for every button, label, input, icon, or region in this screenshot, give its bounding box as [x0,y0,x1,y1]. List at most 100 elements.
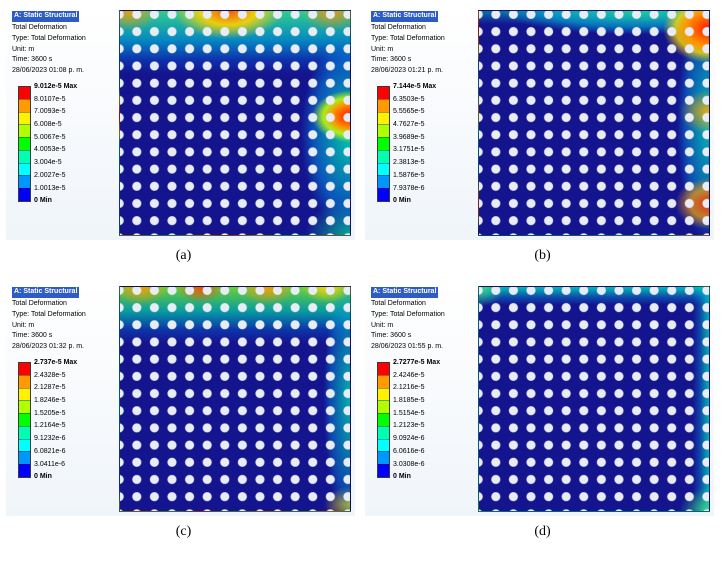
color-legend: 2.7277e-5 Max 2.4246e-5 2.1216e-5 1.8185e-5… [377,359,440,484]
result-name: Total Deformation [371,23,426,31]
color-legend: 7.144e-5 Max 6.3503e-5 5.5565e-5 4.7627e-5 3… [377,83,436,208]
analysis-title: A: Static Structural [371,11,439,22]
result-time: Time: 3600 s [371,332,412,340]
legend-min-label: 0 Min [34,473,52,481]
result-time: Time: 3600 s [12,332,53,340]
legend-value-label: 3.9689e-5 [393,133,425,141]
legend-color-band [19,425,30,439]
result-unit: Unit: m [12,321,35,329]
legend-value-label: 5.5565e-5 [393,108,425,116]
subfigure-caption: (a) [175,248,192,263]
legend-value-label: 9.1232e-6 [34,435,66,443]
legend-value-label: 7.0093e-5 [34,108,66,116]
legend-value-labels: 9.012e-5 Max 8.0107e-5 7.0093e-5 6.008e-5 5.… [34,81,77,208]
legend-value-label: 8.0107e-5 [34,95,66,103]
legend-color-band [19,149,30,163]
legend-color-band [378,464,389,478]
legend-value-label: 6.008e-5 [34,121,62,129]
legend-color-band [19,98,30,112]
deformation-contour-plot [478,286,710,512]
legend-color-band [378,124,389,138]
result-type: Type: Total Deformation [12,34,86,42]
legend-value-label: 3.1751e-5 [393,146,425,154]
legend-color-bar [377,86,390,202]
subfigure-caption: (d) [534,524,551,539]
analysis-title: A: Static Structural [12,11,80,22]
legend-value-label: 3.0411e-6 [34,460,66,468]
legend-value-label: 1.5205e-5 [34,409,66,417]
result-info-block: A: Static Structural Total Deformation T… [12,287,86,353]
legend-value-label: 1.2123e-5 [393,422,425,430]
legend-value-labels: 2.737e-5 Max 2.4328e-5 2.1287e-5 1.8246e-5 1… [34,357,77,484]
deformation-contour-plot [478,10,710,236]
result-type: Type: Total Deformation [12,310,86,318]
legend-min-label: 0 Min [393,473,411,481]
legend-min-label: 0 Min [393,197,411,205]
legend-value-label: 1.0013e-5 [34,184,66,192]
legend-value-label: 3.0308e-6 [393,460,425,468]
legend-color-band [378,188,389,202]
legend-value-label: 1.8185e-5 [393,397,425,405]
subfigure-c: A: Static Structural Total Deformation T… [6,282,361,542]
legend-color-band [19,387,30,401]
analysis-title: A: Static Structural [371,287,439,298]
legend-value-label: 2.4328e-5 [34,371,66,379]
result-time: Time: 3600 s [12,56,53,64]
legend-color-band [19,438,30,452]
result-info-block: A: Static Structural Total Deformation T… [371,11,445,77]
legend-value-label: 1.2164e-5 [34,422,66,430]
figure-total-deformation: A: Static Structural Total Deformation T… [6,6,720,542]
legend-color-band [19,162,30,176]
legend-color-band [378,374,389,388]
subfigure-caption: (c) [175,524,192,539]
legend-color-bar [377,362,390,478]
legend-value-label: 1.5154e-5 [393,409,425,417]
subfigure-caption: (b) [534,248,551,263]
legend-color-band [378,451,389,465]
legend-color-band [378,149,389,163]
result-info-block: A: Static Structural Total Deformation T… [371,287,445,353]
result-unit: Unit: m [371,45,394,53]
deformation-contour-plot [119,286,351,512]
legend-color-band [19,111,30,125]
legend-value-label: 3.004e-5 [34,159,62,167]
legend-color-band [19,175,30,189]
result-name: Total Deformation [371,299,426,307]
legend-value-label: 4.7627e-5 [393,121,425,129]
legend-color-band [19,188,30,202]
legend-color-band [378,111,389,125]
legend-color-band [19,124,30,138]
ansys-viewport-b: A: Static Structural Total Deformation T… [365,6,714,240]
analysis-title: A: Static Structural [12,287,80,298]
legend-value-labels: 2.7277e-5 Max 2.4246e-5 2.1216e-5 1.8185e-5… [393,357,440,484]
legend-color-band [378,425,389,439]
legend-value-label: 6.3503e-5 [393,95,425,103]
legend-min-label: 0 Min [34,197,52,205]
result-datetime: 28/06/2023 01:55 p. m. [371,343,443,351]
ansys-viewport-d: A: Static Structural Total Deformation T… [365,282,714,516]
result-type: Type: Total Deformation [371,34,445,42]
legend-value-label: 4.0053e-5 [34,146,66,154]
legend-color-bar [18,86,31,202]
legend-color-band [378,413,389,426]
legend-value-label: 2.1216e-5 [393,384,425,392]
legend-max-label: 9.012e-5 Max [34,83,78,90]
legend-color-band [19,451,30,465]
ansys-viewport-a: A: Static Structural Total Deformation T… [6,6,355,240]
legend-color-band [378,363,389,375]
legend-value-label: 1.5876e-5 [393,171,425,179]
legend-color-band [378,162,389,176]
deformation-contour-plot [119,10,351,236]
legend-color-band [378,438,389,452]
legend-color-band [19,400,30,414]
subfigure-a: A: Static Structural Total Deformation T… [6,6,361,266]
legend-value-label: 6.0821e-6 [34,447,66,455]
legend-color-band [378,400,389,414]
legend-color-band [19,137,30,150]
subfigure-b: A: Static Structural Total Deformation T… [365,6,720,266]
legend-color-band [378,387,389,401]
result-name: Total Deformation [12,299,67,307]
legend-value-label: 2.1287e-5 [34,384,66,392]
result-datetime: 28/06/2023 01:32 p. m. [12,343,84,351]
subfigure-d: A: Static Structural Total Deformation T… [365,282,720,542]
